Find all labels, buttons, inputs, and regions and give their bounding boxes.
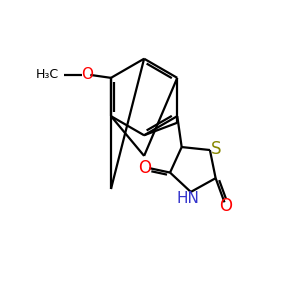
Text: O: O [138, 159, 151, 177]
Text: HN: HN [176, 191, 199, 206]
Text: O: O [81, 67, 93, 82]
Text: S: S [211, 140, 222, 158]
Text: O: O [219, 197, 232, 215]
Text: H₃C: H₃C [35, 68, 58, 81]
